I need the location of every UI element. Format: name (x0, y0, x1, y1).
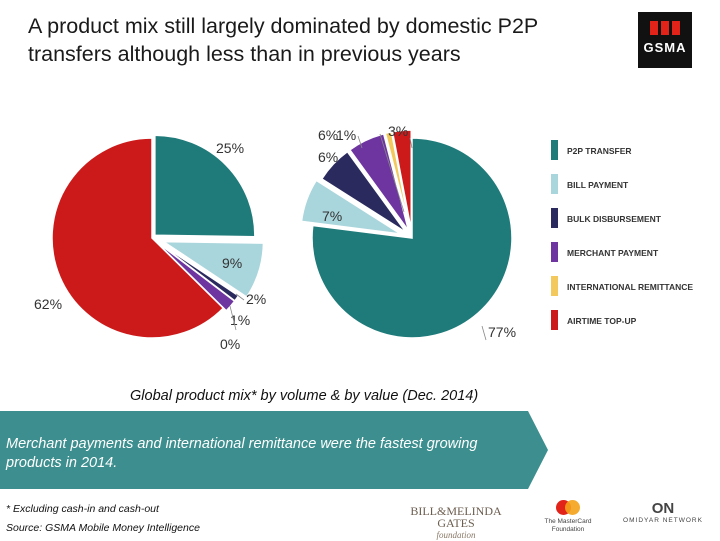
pie2-label-bill: 7% (322, 208, 342, 224)
legend-swatch-bulk (551, 208, 558, 228)
mastercard-icon (556, 500, 580, 516)
pie2-leader-line (379, 133, 405, 213)
slide-title: A product mix still largely dominated by… (28, 14, 538, 66)
legend-label-remittance: INTERNATIONAL REMITTANCE (567, 282, 693, 292)
pie1-label-airtime: 62% (34, 296, 62, 312)
legend-label-bulk: BULK DISBURSEMENT (567, 214, 662, 224)
gsma-logo: GSMA (638, 12, 692, 68)
source-note: Source: GSMA Mobile Money Intelligence (6, 522, 200, 534)
pie2-label-remittance: 1% (336, 127, 356, 143)
legend-label-merchant: MERCHANT PAYMENT (567, 248, 659, 258)
gates-name: BILL&MELINDA GATES (410, 504, 502, 530)
omidyar-icon: ON (651, 500, 675, 517)
legend-swatch-airtime (551, 310, 558, 330)
legend-label-airtime: AIRTIME TOP-UP (567, 316, 637, 326)
pie2-label-airtime: 3% (388, 123, 408, 139)
pie1-label-bulk: 1% (230, 312, 250, 328)
pie2-label-p2p: 77% (488, 324, 516, 340)
legend-swatch-remittance (551, 276, 558, 296)
legend-swatch-bill (551, 174, 558, 194)
legend-label-p2p: P2P TRANSFER (567, 146, 632, 156)
pie1-slice-airtime (51, 137, 225, 339)
pie1-label-remittance: 0% (220, 336, 240, 352)
pie2-leader-line (481, 325, 487, 341)
pie2-slice-airtime (391, 129, 412, 231)
pie1-leader-line (229, 305, 237, 331)
pie1-label-bill: 9% (222, 255, 242, 271)
legend-swatch-p2p (551, 140, 558, 160)
logo-mark-icon (650, 21, 680, 35)
banner-shape (0, 411, 548, 489)
pie1-leader-line (235, 293, 245, 301)
pie1-label-merchant: 2% (246, 291, 266, 307)
pie2-slice-remittance (384, 131, 411, 231)
legend-label-bill: BILL PAYMENT (567, 180, 629, 190)
pie1-slice-p2p (154, 134, 256, 238)
logo-text: GSMA (643, 39, 687, 55)
pie2-slice-bill (300, 179, 402, 235)
chart-caption: Global product mix* by volume & by value… (130, 388, 479, 404)
footnote: * Excluding cash-in and cash-out (6, 503, 159, 515)
pie1-slice-merchant (154, 240, 236, 312)
banner-text: Merchant payments and international remi… (6, 436, 478, 471)
pie2-label-merchant: 6% (318, 127, 338, 143)
pie2-slice-bulk (320, 150, 407, 234)
gates-foundation-logo: BILL&MELINDA GATES foundation (410, 505, 502, 541)
pie1-label-p2p: 25% (216, 140, 244, 156)
pie2-leader-line (409, 137, 413, 149)
omidyar-network-logo: ON OMIDYAR NETWORK (618, 500, 708, 524)
pie2-leader-line (357, 135, 363, 149)
mastercard-foundation-logo: The MasterCard Foundation (538, 500, 598, 534)
mastercard-name: The MasterCard Foundation (544, 518, 592, 533)
pie2-slice-p2p (311, 137, 513, 339)
pie2-slice-merchant (348, 132, 410, 232)
pie1-slice-bill (160, 240, 265, 298)
gates-sub: foundation (436, 530, 476, 540)
omidyar-name: OMIDYAR NETWORK (623, 517, 703, 524)
legend-swatch-merchant (551, 242, 558, 262)
pie2-label-bulk: 6% (318, 149, 338, 165)
